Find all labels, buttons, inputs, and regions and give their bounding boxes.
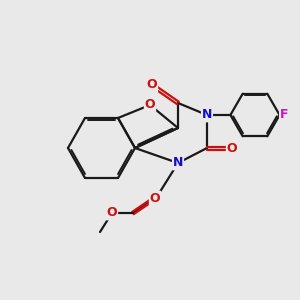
Text: N: N <box>173 157 183 169</box>
Text: F: F <box>280 109 288 122</box>
Text: O: O <box>107 206 117 220</box>
Text: O: O <box>145 98 155 112</box>
Text: O: O <box>227 142 237 154</box>
Text: O: O <box>147 79 157 92</box>
Text: O: O <box>147 79 157 92</box>
Text: O: O <box>227 142 237 154</box>
Text: O: O <box>150 191 160 205</box>
Text: O: O <box>107 206 117 220</box>
Text: N: N <box>202 109 212 122</box>
Text: N: N <box>202 109 212 122</box>
Text: F: F <box>280 109 288 122</box>
Text: O: O <box>145 98 155 112</box>
Text: N: N <box>173 157 183 169</box>
Text: O: O <box>150 191 160 205</box>
